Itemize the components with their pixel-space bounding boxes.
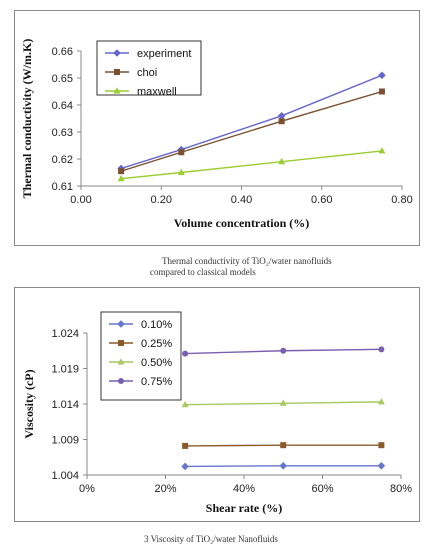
- y-tick-label: 1.024: [51, 328, 79, 340]
- legend-item: 0.50%: [109, 357, 172, 369]
- data-point: [278, 157, 286, 165]
- x-tick-label: 0.00: [70, 194, 91, 206]
- y-tick-label: 0.62: [52, 154, 73, 166]
- legend-item: experiment: [105, 48, 191, 60]
- legend-box: [100, 311, 182, 401]
- legend-label: 0.75%: [141, 376, 172, 388]
- data-point: [177, 168, 185, 175]
- data-point: [377, 461, 386, 470]
- legend-label: 0.25%: [141, 338, 172, 350]
- series-maxwell: [117, 147, 386, 182]
- y-tick-label: 0.66: [52, 46, 73, 58]
- thermal-conductivity-chart: 0.61 0.62 0.63 0.64 0.65 0.66 0.00 0.20 0.40 0.60…: [20, 39, 413, 230]
- series-050: [181, 398, 385, 408]
- data-point: [378, 442, 385, 449]
- data-point: [280, 442, 287, 449]
- legend: experiment choi maxwell: [96, 40, 202, 98]
- data-point: [118, 168, 125, 175]
- legend-swatch-marker: [118, 340, 124, 346]
- x-tick-label: 0.20: [151, 194, 172, 206]
- y-tick-label: 0.63: [52, 127, 73, 139]
- figure-caption-thermal-line2: compared to classical models: [150, 267, 256, 277]
- data-point: [378, 346, 385, 353]
- data-point: [378, 88, 385, 95]
- chart-panel-thermal-conductivity: 0.61 0.62 0.63 0.64 0.65 0.66 0.00 0.20 0.40 0.60…: [14, 10, 420, 246]
- legend-item: 0.10%: [109, 319, 172, 331]
- data-point: [378, 147, 386, 154]
- data-point: [378, 71, 386, 80]
- y-tick-label: 1.004: [51, 470, 79, 482]
- data-point: [278, 118, 285, 125]
- series-line: [121, 150, 383, 180]
- y-tick-label: 1.019: [51, 364, 79, 376]
- legend-item: 0.75%: [109, 376, 172, 388]
- x-tick-label: 60%: [311, 483, 333, 495]
- viscosity-chart: 1.004 1.009 1.014 1.019 1.024 0% 20% 40% 60% 80% S…: [22, 311, 412, 515]
- data-point: [277, 112, 286, 120]
- x-tick-label: 40%: [233, 483, 255, 495]
- x-tick-label: 20%: [154, 483, 176, 495]
- legend-swatch-marker: [114, 69, 120, 75]
- legend-swatch-marker: [117, 320, 125, 328]
- legend-swatch-marker: [113, 87, 121, 94]
- data-point: [182, 442, 189, 449]
- y-tick-label: 0.64: [52, 100, 73, 112]
- y-tick-label: 1.014: [51, 399, 79, 411]
- series-line: [120, 74, 383, 170]
- x-tick-label: 0.60: [311, 194, 332, 206]
- figure-caption-thermal-line1: Thermal conductivity of TiO₂/water nanof…: [162, 256, 332, 266]
- legend-swatch-marker: [113, 49, 121, 57]
- y-tick-label: 0.65: [52, 73, 73, 85]
- data-point: [280, 347, 287, 354]
- x-tick-label: 0.40: [231, 194, 252, 206]
- x-axis-title: Volume concentration (%): [174, 216, 310, 230]
- legend-swatch-marker: [117, 358, 125, 365]
- legend: 0.10% 0.25% 0.50% 0.75%: [100, 311, 182, 401]
- x-axis-title: Shear rate (%): [206, 501, 282, 515]
- figure-caption-viscosity: 3 Viscosity of TiO₂/water Nanofluids: [144, 534, 278, 544]
- legend-item: choi: [105, 67, 157, 79]
- series-075: [182, 346, 385, 357]
- data-point: [182, 350, 189, 357]
- series-choi: [118, 88, 385, 175]
- legend-label: experiment: [137, 48, 191, 60]
- legend-swatch-marker: [118, 378, 124, 384]
- x-tick-label: 0%: [79, 483, 95, 495]
- legend-label: 0.10%: [141, 319, 172, 331]
- series-025: [182, 442, 385, 449]
- data-point: [178, 149, 185, 156]
- series-010: [181, 461, 386, 471]
- data-point: [377, 398, 385, 405]
- legend-label: choi: [137, 67, 157, 79]
- legend-item: 0.25%: [109, 338, 172, 350]
- y-tick-label: 1.009: [51, 435, 79, 447]
- data-point: [181, 400, 189, 408]
- y-axis-title: Thermal conductivity (W/m.K): [20, 39, 34, 199]
- legend-label: maxwell: [137, 86, 177, 98]
- legend-item: maxwell: [105, 86, 177, 98]
- chart-panel-viscosity: 1.004 1.009 1.014 1.019 1.024 0% 20% 40% 60% 80% S…: [14, 287, 420, 522]
- x-tick-label: 80%: [390, 483, 412, 495]
- y-axis-title: Viscosity (cP): [22, 369, 36, 438]
- data-point: [279, 461, 288, 470]
- data-point: [279, 399, 287, 406]
- y-tick-label: 0.61: [52, 181, 73, 193]
- legend-label: 0.50%: [141, 357, 172, 369]
- series-line: [120, 90, 383, 172]
- x-tick-label: 0.80: [391, 194, 412, 206]
- legend-box: [96, 40, 202, 96]
- data-point: [117, 174, 125, 182]
- data-point: [181, 462, 189, 471]
